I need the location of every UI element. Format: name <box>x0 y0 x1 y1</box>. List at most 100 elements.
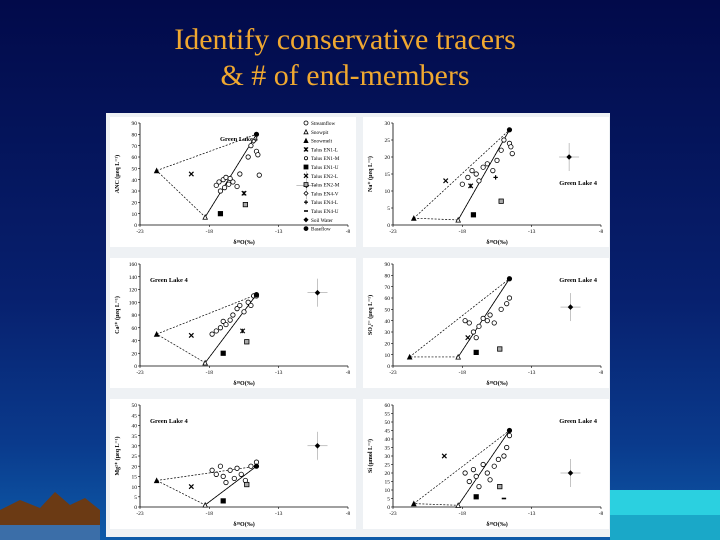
y-axis-label: Ca²⁺ (μeq L⁻¹) <box>114 296 121 334</box>
data-point-streamflow <box>230 179 236 185</box>
y-tick-label: 30 <box>385 121 391 127</box>
y-tick-label: 25 <box>132 454 138 460</box>
data-point-streamflow <box>216 179 222 185</box>
legend-marker <box>303 128 309 135</box>
data-point-streamflow <box>476 178 482 184</box>
data-point-talus-en2-l <box>188 483 194 490</box>
y-tick-label: 10 <box>132 485 138 491</box>
data-point-streamflow <box>466 320 472 326</box>
y-tick-label: 80 <box>132 133 138 139</box>
data-point-streamflow <box>213 182 219 188</box>
data-point-streamflow <box>498 147 504 153</box>
data-point-talus-en2-l <box>188 332 194 339</box>
data-point-snowpit <box>455 353 462 360</box>
legend-marker <box>303 182 309 187</box>
y-tick-label: 30 <box>132 444 138 450</box>
y-tick-label: 10 <box>385 488 391 494</box>
scatter-chart: 0 5 10 15 20 25 30 35 40 45 50 55 60 -23 -18 -13 -8 δ¹⁸O(… <box>367 403 604 528</box>
panel-label: Green Lake 4 <box>150 418 189 425</box>
data-point-baseflow <box>253 131 260 137</box>
data-point-streamflow <box>476 484 482 490</box>
x-tick-label: -13 <box>528 229 536 235</box>
y-tick-label: 60 <box>132 155 138 161</box>
data-point-talus-en2-m <box>497 484 503 490</box>
chart-panel-anc: 0 10 20 30 40 50 60 70 80 90 -23 -18 -13 -8 δ¹⁸O(‰) ANC… <box>110 117 356 247</box>
data-point-streamflow <box>459 181 465 187</box>
data-point-talus-en1-u <box>220 350 226 356</box>
x-tick-label: -8 <box>346 370 351 376</box>
y-tick-label: 20 <box>132 351 138 357</box>
x-tick-label: -23 <box>136 229 144 235</box>
y-tick-label: 50 <box>385 420 391 426</box>
data-point-baseflow <box>253 291 260 298</box>
plot-axes: 0 20 40 60 80 100 120 140 160 -23 -18 -13 -8 <box>129 262 351 376</box>
data-point-streamflow <box>227 317 233 323</box>
plot-axes: 0 10 20 30 40 50 60 70 80 90 -23 -18 -13 -8 <box>132 121 351 235</box>
data-point-baseflow <box>253 463 260 469</box>
data-point-streamflow <box>217 325 224 331</box>
data-point-streamflow <box>494 157 500 164</box>
scatter-chart: 0 5 10 15 20 25 30 35 40 45 50 -23 -18 -13 -8 δ¹⁸O(‰) Mg… <box>114 403 351 528</box>
scatter-chart: 0 10 20 30 40 50 60 70 80 90 -23 -18 -13 -8 δ¹⁸O(‰) ANC… <box>114 120 351 246</box>
legend-item-label: Talus EN2-M <box>311 183 340 189</box>
y-tick-label: 90 <box>132 121 138 127</box>
y-tick-label: 80 <box>132 313 138 319</box>
x-tick-label: -13 <box>528 370 536 376</box>
x-tick-label: -8 <box>346 511 351 517</box>
legend-marker <box>303 164 309 170</box>
y-axis-label: Mg²⁺ (μeq L⁻¹) <box>114 437 121 476</box>
panel-label: Green Lake 4 <box>559 180 598 187</box>
data-point-talus-en1-u <box>473 349 479 355</box>
y-tick-label: 15 <box>385 172 391 178</box>
y-tick-label: 120 <box>129 288 138 294</box>
y-tick-label: 20 <box>132 201 138 207</box>
plot-axes: 0 5 10 15 20 25 30 -23 -18 -13 -8 <box>385 121 604 235</box>
x-tick-label: -8 <box>599 229 604 235</box>
chart-panel-na: 0 5 10 15 20 25 30 -23 -18 -13 -8 δ¹⁸O(‰) Na⁺ (μeq L… <box>363 117 609 247</box>
legend-item-label: Talus EN4-L <box>311 200 338 206</box>
data-point-streamflow <box>470 467 477 473</box>
data-point-talus-en4-l <box>493 175 498 180</box>
mixing-line <box>204 294 257 364</box>
panel-label: Green Lake 4 <box>559 277 598 284</box>
data-point-streamflow <box>248 463 254 469</box>
legend-marker <box>304 200 308 205</box>
legend-marker <box>303 120 309 126</box>
y-tick-label: 0 <box>387 223 390 229</box>
y-tick-label: 25 <box>385 463 391 469</box>
y-tick-label: 50 <box>132 403 138 409</box>
mixing-triangle <box>155 293 258 364</box>
data-point-streamflow <box>255 152 261 158</box>
mixing-line <box>204 465 257 506</box>
data-point-streamflow <box>241 309 247 315</box>
data-point-streamflow <box>230 312 236 318</box>
data-point-soil-water <box>567 470 574 476</box>
data-point-soil-water <box>566 154 572 160</box>
data-point-talus-en2-m <box>497 346 503 352</box>
x-axis-label: δ¹⁸O(‰) <box>233 521 254 528</box>
y-axis-label: Na⁺ (μeq L⁻¹) <box>367 156 374 192</box>
data-point-streamflow <box>248 302 254 309</box>
data-point-streamflow <box>498 306 504 312</box>
plot-axes: 0 5 10 15 20 25 30 35 40 45 50 -23 -18 -13 -8 <box>132 403 351 517</box>
y-tick-label: 50 <box>132 167 138 173</box>
legend-item-label: Talus EN4-V <box>311 191 339 197</box>
data-point-talus-en2-m <box>244 339 250 345</box>
scatter-chart: 0 5 10 15 20 25 30 -23 -18 -13 -8 δ¹⁸O(‰) Na⁺ (μeq L… <box>367 121 604 246</box>
data-point-streamflow <box>473 171 479 177</box>
y-tick-label: 60 <box>132 326 138 332</box>
y-tick-label: 140 <box>129 275 138 281</box>
data-point-streamflow <box>509 150 515 157</box>
y-axis-label: Si (μmol L⁻¹) <box>367 439 374 473</box>
data-point-talus-en2-m <box>244 481 250 488</box>
y-tick-label: 15 <box>385 480 391 486</box>
x-axis-label: δ¹⁸O(‰) <box>486 239 507 246</box>
x-tick-label: -18 <box>206 511 214 517</box>
y-tick-label: 5 <box>387 497 390 503</box>
y-tick-label: 10 <box>385 353 391 359</box>
data-point-streamflow <box>256 172 262 178</box>
data-point-streamflow <box>245 299 251 305</box>
decorative-landscape <box>0 490 720 540</box>
y-tick-label: 0 <box>387 505 390 511</box>
data-point-streamflow <box>248 143 254 149</box>
